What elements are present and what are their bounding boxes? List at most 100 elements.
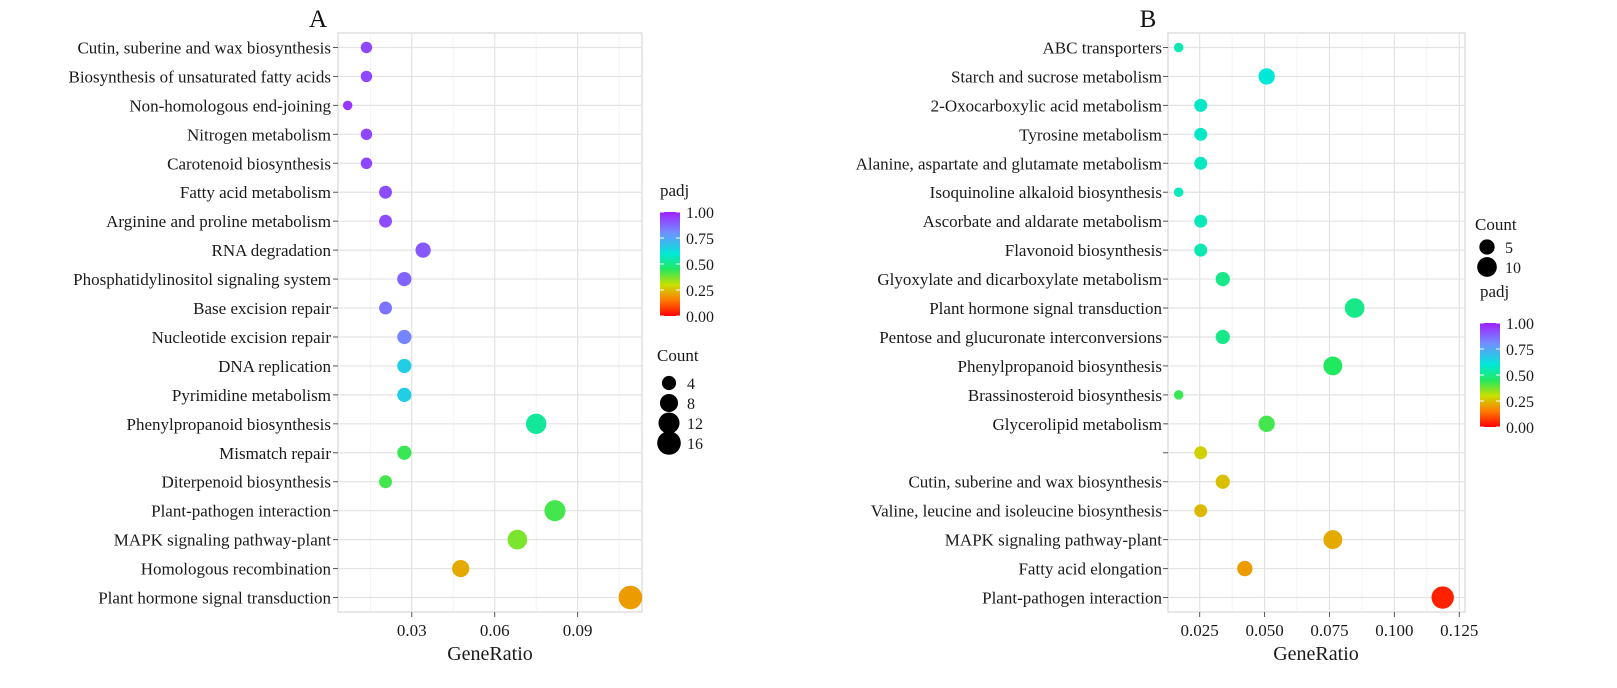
panel-a-point	[379, 301, 393, 315]
panel-b-color-legend-label: 0.50	[1506, 368, 1534, 385]
panel-a-point	[379, 214, 393, 228]
panel-a-point	[360, 70, 373, 83]
panel-a-point	[452, 559, 470, 578]
panel-a-color-legend-label: 1.00	[686, 205, 714, 222]
panel-b-grid	[1168, 33, 1465, 612]
panel-a-background	[337, 32, 643, 613]
panel-b-term-label: Tyrosine metabolism	[1019, 125, 1162, 144]
panel-b-term-label: Pentose and glucuronate interconversions	[879, 328, 1162, 347]
panel-a-term-label: Nucleotide excision repair	[152, 328, 332, 347]
panel-b-color-legend-label: 0.25	[1506, 394, 1534, 411]
panel-a-term-label: Nitrogen metabolism	[187, 125, 331, 144]
panel-b-point	[1323, 530, 1343, 550]
panel-b-x-tick-label: 0.025	[1181, 621, 1219, 640]
panel-a-x-axis-title: GeneRatio	[447, 643, 533, 665]
panel-b-color-legend-label: 0.75	[1506, 342, 1534, 359]
panel-b-term-label: MAPK signaling pathway-plant	[945, 531, 1162, 550]
panel-b-point	[1194, 243, 1208, 257]
panel-a-term-label: Phosphatidylinositol signaling system	[73, 270, 331, 289]
panel-b-size-legend-label: 5	[1505, 240, 1513, 257]
panel-b-term-label: Plant hormone signal transduction	[929, 299, 1162, 318]
panel-b-point	[1194, 504, 1208, 518]
panel-a-legend: padj 1.00 0.75 0.50 0.25 0.00 Count 4 8 12 16	[657, 181, 714, 455]
panel-a-point	[397, 358, 412, 374]
panel-b-term-label: Starch and sucrose metabolism	[951, 67, 1162, 86]
panel-a-color-legend-label: 0.00	[686, 309, 714, 326]
panel-a-points	[342, 41, 643, 610]
panel-b-color-legend-label: 1.00	[1506, 316, 1534, 333]
panel-a-point	[379, 185, 393, 199]
panel-a-term-label: Plant-pathogen interaction	[151, 502, 331, 521]
panel-a-x-tick-label: 0.09	[563, 621, 593, 640]
panel-b-point	[1194, 156, 1208, 170]
panel-a-size-legend-label: 16	[687, 436, 703, 453]
panel-b-point	[1194, 214, 1208, 228]
panel-b-letter: B	[1140, 6, 1157, 33]
panel-b-term-label: Glycerolipid metabolism	[993, 415, 1163, 434]
panel-b-point	[1215, 271, 1230, 287]
panel-b-term-label: Plant-pathogen interaction	[982, 589, 1162, 608]
panel-b-term-label: Brassinosteroid biosynthesis	[968, 386, 1162, 405]
panel-b-terms: ABC transporters Starch and sucrose metab…	[856, 38, 1163, 607]
panel-a-term-label: Base excision repair	[193, 299, 331, 318]
panel-b-size-legend-label: 10	[1505, 260, 1521, 277]
panel-a-point	[397, 271, 412, 287]
panel-a-terms: Cutin, suberine and wax biosynthesis Bios…	[68, 38, 331, 607]
panel-b-x-axis-title: GeneRatio	[1273, 643, 1359, 665]
panel-b-term-label: ABC transporters	[1043, 38, 1162, 57]
panel-b-term-label: Glyoxylate and dicarboxylate metabolism	[877, 270, 1162, 289]
panel-a-color-legend-label: 0.75	[686, 231, 714, 248]
panel-b-point	[1194, 98, 1208, 112]
panel-a-ticks: 0.03 0.06 0.09 GeneRatio A	[309, 6, 593, 665]
panel-a-size-legend-dot	[659, 393, 679, 413]
panel-a-point	[618, 585, 643, 610]
panel-b-points	[1173, 42, 1454, 609]
panel-b-term-label: Isoquinoline alkaloid biosynthesis	[930, 183, 1162, 202]
panel-a-letter: A	[309, 6, 327, 33]
panel-b-term-label: Cutin, suberine and wax biosynthesis	[908, 473, 1162, 492]
panel-b-x-tick-label: 0.050	[1245, 621, 1283, 640]
panel-b-point	[1173, 42, 1184, 53]
panel-a-size-legend-label: 12	[687, 416, 703, 433]
panel-a-point	[379, 475, 393, 489]
panel-a-x-tick-label: 0.03	[397, 621, 427, 640]
panel-a-term-label: MAPK signaling pathway-plant	[114, 531, 331, 550]
panel-b-point	[1194, 127, 1208, 141]
panel-a-size-legend-title: Count	[657, 346, 699, 365]
panel-a-term-label: Pyrimidine metabolism	[172, 386, 331, 405]
panel-a-term-label: DNA replication	[218, 357, 331, 376]
panel-a-point	[360, 128, 373, 141]
panel-a-point	[360, 41, 373, 54]
panel-b-term-label: 2-Oxocarboxylic acid metabolism	[931, 96, 1162, 115]
panel-b-term-label: Fatty acid elongation	[1018, 560, 1162, 579]
panel-b-x-tick-label: 0.125	[1440, 621, 1478, 640]
panel-b-legend: padj 1.00 0.75 0.50 0.25 0.00 Count 5 10	[1475, 215, 1534, 437]
panel-b-point	[1215, 474, 1230, 489]
panel-b-term-label: Valine, leucine and isoleucine biosynthe…	[871, 502, 1162, 521]
panel-a-size-legend-dot	[658, 412, 680, 434]
panel-b-term-label: Ascorbate and aldarate metabolism	[923, 212, 1162, 231]
panel-b-point	[1194, 446, 1208, 460]
panel-a-term-label: Fatty acid metabolism	[180, 183, 331, 202]
panel-a: 0.03 0.06 0.09 GeneRatio A Cutin, suberine a…	[68, 6, 714, 665]
panel-a-size-legend-label: 4	[687, 376, 695, 393]
panel-a-point	[397, 387, 412, 402]
panel-b-point	[1323, 356, 1343, 376]
panel-a-size-legend-dot	[661, 375, 677, 391]
panel-a-point	[342, 100, 353, 111]
panel-a-x-tick-label: 0.06	[480, 621, 510, 640]
panel-b-color-bar	[1480, 323, 1500, 427]
panel-b-term-label: Phenylpropanoid biosynthesis	[958, 357, 1162, 376]
panel-a-term-label: Arginine and proline metabolism	[106, 212, 331, 231]
panel-b-point	[1173, 390, 1184, 400]
panel-b-term-label: Flavonoid biosynthesis	[1005, 241, 1162, 260]
panel-a-color-bar	[660, 212, 680, 316]
panel-b-size-legend-dot	[1477, 257, 1497, 277]
panel-a-point	[397, 329, 412, 345]
panel-b-point	[1431, 586, 1454, 609]
panel-b-point	[1237, 560, 1253, 577]
panel-b-x-tick-label: 0.075	[1310, 621, 1348, 640]
panel-a-point	[397, 445, 412, 460]
panel-a-term-label: Phenylpropanoid biosynthesis	[127, 415, 331, 434]
panel-b-x-tick-label: 0.100	[1375, 621, 1413, 640]
